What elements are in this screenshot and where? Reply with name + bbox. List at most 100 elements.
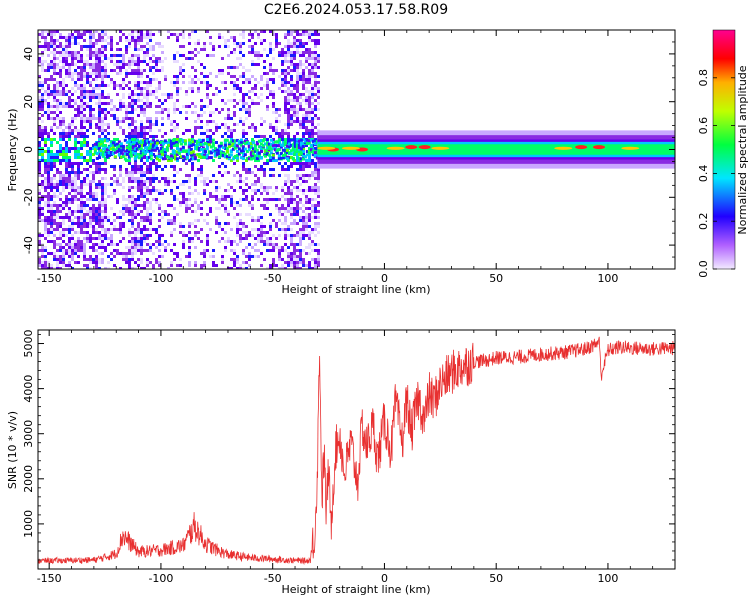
spectrogram-cell (171, 150, 175, 154)
spectrogram-cell (89, 33, 92, 36)
spectrogram-cell (143, 69, 146, 72)
spectrogram-cell (277, 147, 281, 151)
spectrogram-cell (254, 87, 257, 90)
spectrogram-cell (251, 48, 254, 51)
colorbar-tick-label: 0.2 (697, 212, 710, 230)
spectrogram-cell (281, 228, 284, 231)
spectrogram-cell (305, 150, 309, 154)
spectrogram-cell (116, 201, 119, 204)
spectrogram-cell (173, 252, 176, 255)
spectrogram-cell (213, 147, 217, 151)
spectrogram-cell (62, 219, 65, 222)
spectrogram-cell (134, 204, 137, 207)
spectrogram-cell (68, 246, 71, 249)
spectrogram-cell (41, 246, 44, 249)
spectrogram-cell (314, 78, 317, 81)
spectrogram-xtick-label: 50 (489, 272, 503, 285)
spectrogram-cell (140, 228, 143, 231)
spectrogram-cell (185, 201, 188, 204)
spectrogram-cell (131, 117, 134, 120)
spectrogram-cell (215, 123, 218, 126)
spectrogram-cell (314, 225, 317, 228)
spectrogram-cell (287, 159, 290, 162)
spectrogram-cell (299, 243, 302, 246)
spectrogram-cell (56, 186, 59, 189)
spectrogram-cell (68, 45, 71, 48)
spectrogram-cell (38, 243, 41, 246)
spectrogram-cell (188, 252, 191, 255)
spectrogram-cell (143, 111, 146, 114)
spectrogram-cell (113, 117, 116, 120)
spectrogram-cell (147, 146, 151, 150)
spectrogram-cell (257, 81, 260, 84)
spectrogram-cell (215, 195, 218, 198)
spectrogram-cell (241, 148, 245, 152)
spectrogram-cell (215, 231, 218, 234)
spectrogram-cell (71, 186, 74, 189)
spectrogram-cell (290, 210, 293, 213)
spectrogram-cell (53, 165, 56, 168)
spectrogram-cell (188, 51, 191, 54)
spectrogram-cell (152, 180, 155, 183)
spectrogram-cell (233, 261, 236, 264)
spectrogram-cell (215, 141, 218, 144)
spectrogram-cell (293, 249, 296, 252)
spectrogram-cell (59, 120, 62, 123)
spectrogram-cell (194, 132, 197, 135)
spectrogram-cell (80, 66, 83, 69)
spectrogram-cell (173, 129, 176, 132)
spectrogram-cell (173, 126, 176, 129)
spectrogram-cell (104, 150, 107, 153)
spectrogram-cell (257, 255, 260, 258)
spectrogram-cell (62, 258, 65, 261)
spectrogram-cell (227, 66, 230, 69)
spectrogram-cell (119, 174, 122, 177)
spectrogram-cell (143, 204, 146, 207)
spectrogram-cell (86, 177, 89, 180)
spectrogram-cell (149, 228, 152, 231)
spectrogram-cell (317, 204, 320, 207)
spectrogram-cell (53, 255, 56, 258)
spectrogram-cell (95, 42, 98, 45)
spectrogram-cell (44, 99, 47, 102)
spectrogram-cell (131, 39, 134, 42)
spectrogram-cell (305, 264, 308, 267)
spectrogram-cell (83, 96, 86, 99)
spectrogram-cell (140, 159, 143, 162)
spectrogram-cell (227, 117, 230, 120)
spectrogram-cell (89, 42, 92, 45)
spectrogram-cell (308, 102, 311, 105)
spectrogram-cell (143, 237, 146, 240)
spectrogram-cell (299, 45, 302, 48)
spectrogram-cell (62, 183, 65, 186)
spectrogram-cell (53, 138, 56, 141)
spectrogram-cell (110, 114, 113, 117)
spectrogram-cell (242, 252, 245, 255)
spectrogram-cell (284, 60, 287, 63)
spectrogram-cell (164, 177, 167, 180)
spectrogram-cell (122, 210, 125, 213)
spectrogram-cell (53, 48, 56, 51)
spectrogram-cell (140, 249, 143, 252)
spectrogram-cell (111, 141, 115, 145)
spectrogram-cell (275, 111, 278, 114)
spectrogram-cell (314, 87, 317, 90)
spectrogram-cell (317, 201, 320, 204)
spectrogram-cell (284, 234, 287, 237)
spectrogram-cell (194, 198, 197, 201)
spectrogram-cell (289, 156, 293, 160)
spectrogram-cell (98, 210, 101, 213)
spectrogram-cell (293, 198, 296, 201)
spectrogram-cell (139, 154, 143, 158)
spectrogram-cell (44, 231, 47, 234)
spectrogram-cell (131, 258, 134, 261)
spectrogram-cell (65, 147, 68, 150)
spectrogram-cell (233, 264, 236, 267)
spectrogram-cell (231, 157, 235, 161)
spectrogram-cell (219, 154, 223, 158)
spectrogram-cell (107, 36, 110, 39)
spectrogram-cell (149, 216, 152, 219)
spectrogram-cell (221, 135, 224, 138)
spectrogram-cell (71, 105, 74, 108)
spectrogram-cell (128, 105, 131, 108)
